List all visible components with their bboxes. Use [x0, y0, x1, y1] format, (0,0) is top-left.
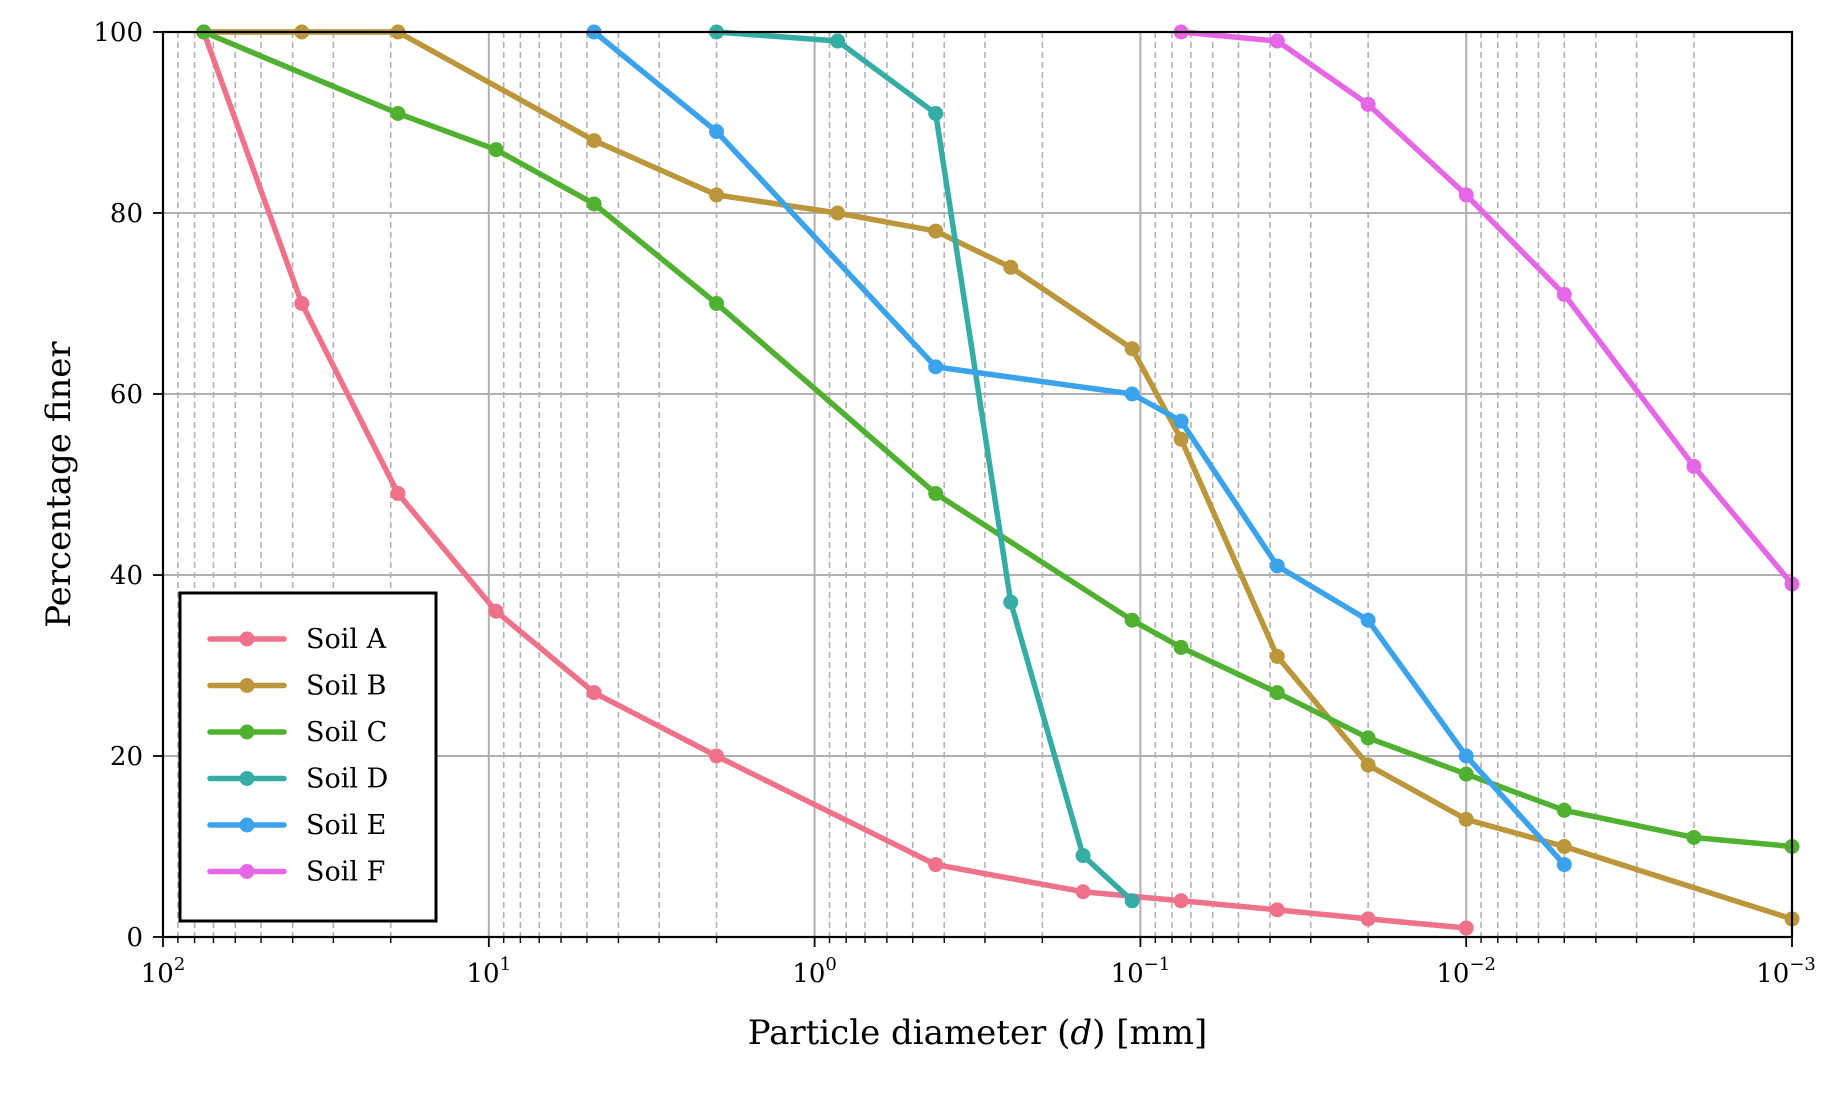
x-tick-label: 10−2: [1436, 954, 1496, 989]
y-tick-label: 100: [93, 18, 143, 48]
data-point-soil-a: [1269, 902, 1285, 918]
y-axis-title: Percentage finer: [39, 341, 79, 628]
data-point-soil-b: [830, 205, 846, 221]
data-point-soil-d: [928, 105, 944, 121]
data-point-soil-c: [1556, 802, 1572, 818]
data-point-soil-c: [1458, 766, 1474, 782]
legend-label: Soil B: [306, 671, 386, 702]
data-point-soil-b: [1458, 811, 1474, 827]
legend-swatch-marker: [239, 724, 255, 740]
data-point-soil-a: [1173, 893, 1189, 909]
data-point-soil-a: [928, 857, 944, 873]
legend-label: Soil F: [306, 857, 385, 888]
data-point-soil-b: [1556, 839, 1572, 854]
data-point-soil-b: [1124, 341, 1140, 357]
legend-swatch-marker: [239, 678, 255, 693]
data-point-soil-b: [1173, 431, 1189, 447]
data-point-soil-c: [390, 105, 406, 121]
legend-label: Soil C: [306, 717, 387, 748]
data-point-soil-e: [928, 359, 944, 375]
y-tick-label: 40: [110, 561, 143, 591]
legend-box: [178, 591, 438, 923]
data-point-soil-f: [1556, 286, 1572, 302]
data-point-soil-a: [586, 685, 602, 701]
data-point-soil-a: [1360, 911, 1376, 927]
data-point-soil-f: [1269, 33, 1285, 49]
y-tick-label: 60: [110, 380, 143, 410]
data-point-soil-c: [709, 296, 725, 311]
y-tick-label: 20: [110, 742, 143, 772]
data-point-soil-c: [928, 486, 944, 502]
data-point-soil-e: [1458, 748, 1474, 764]
legend-label: Soil D: [306, 764, 388, 795]
x-tick-label: 102: [141, 954, 186, 989]
data-point-soil-c: [1269, 685, 1285, 701]
y-tick-label: 0: [126, 923, 143, 953]
data-point-soil-c: [1360, 730, 1376, 746]
data-point-soil-e: [1124, 386, 1140, 402]
legend: Soil A Soil B Soil C Soil D Soil E Soil F: [178, 591, 438, 923]
data-point-soil-d: [830, 33, 846, 49]
data-point-soil-c: [1124, 612, 1140, 628]
data-point-soil-c: [1686, 829, 1702, 845]
data-point-soil-c: [1173, 639, 1189, 655]
legend-label: Soil A: [306, 624, 387, 655]
x-tick-label: 10−1: [1111, 954, 1171, 989]
plot-frame: [161, 30, 1794, 939]
data-point-soil-c: [586, 196, 602, 212]
data-point-soil-f: [1458, 187, 1474, 203]
x-tick-label: 100: [792, 954, 837, 989]
data-point-soil-a: [1075, 884, 1091, 900]
data-point-soil-a: [488, 603, 504, 619]
series-line-soil-a: [200, 29, 1469, 931]
data-point-soil-b: [586, 133, 602, 149]
data-point-soil-e: [709, 124, 725, 140]
data-point-soil-b: [1269, 648, 1285, 664]
data-point-soil-d: [1124, 893, 1140, 909]
data-point-soil-f: [1360, 96, 1376, 112]
legend-swatch-marker: [239, 817, 255, 833]
series-line-soil-d: [713, 29, 1135, 904]
data-point-soil-a: [390, 486, 406, 502]
data-point-soil-f: [1686, 458, 1702, 474]
legend-label: Soil E: [306, 810, 386, 841]
data-point-soil-a: [1458, 920, 1474, 936]
data-point-soil-c: [488, 142, 504, 158]
data-point-soil-b: [1360, 757, 1376, 773]
legend-swatch-marker: [239, 631, 255, 647]
x-tick-label: 101: [467, 954, 512, 989]
data-point-soil-a: [294, 296, 310, 311]
data-point-soil-d: [1075, 848, 1091, 864]
data-point-soil-e: [1269, 558, 1285, 574]
data-point-soil-b: [1003, 259, 1019, 275]
tick-layer: 102 101 100 10−1 10−2 10−3 0 20 40 60 80 100: [93, 18, 1815, 989]
series-line-soil-c: [200, 29, 1795, 850]
data-point-soil-e: [1556, 857, 1572, 873]
data-point-soil-d: [1003, 594, 1019, 610]
legend-swatch-marker: [239, 864, 255, 879]
series-layer: [196, 24, 1800, 936]
y-tick-label: 80: [110, 199, 143, 229]
x-axis-title: Particle diameter (d) [mm]: [748, 1013, 1208, 1053]
data-point-soil-b: [709, 187, 725, 203]
legend-swatch-marker: [239, 771, 255, 786]
data-point-soil-b: [928, 223, 944, 239]
data-point-soil-e: [1173, 413, 1189, 429]
x-tick-label: 10−3: [1756, 954, 1816, 989]
data-point-soil-a: [709, 748, 725, 764]
data-point-soil-e: [1360, 612, 1376, 628]
